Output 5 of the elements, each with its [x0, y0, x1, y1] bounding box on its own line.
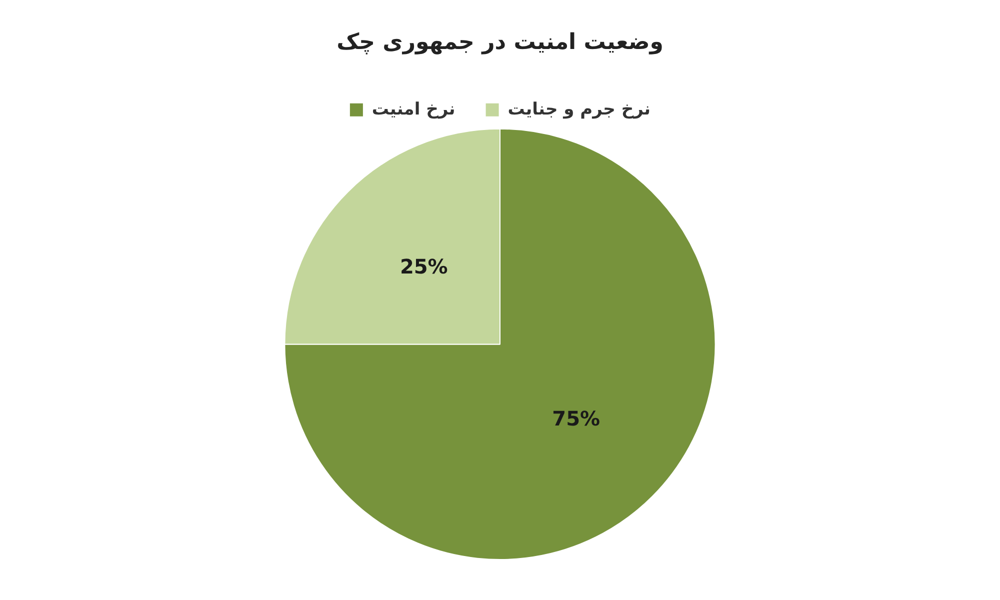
chart-title: وضعیت امنیت در جمهوری چک: [336, 30, 664, 55]
data-label: 25%: [400, 254, 448, 278]
data-label: 75%: [552, 406, 600, 431]
legend-label: نرخ جرم و جنایت: [508, 99, 651, 120]
legend-label: نرخ امنیت: [372, 99, 456, 120]
